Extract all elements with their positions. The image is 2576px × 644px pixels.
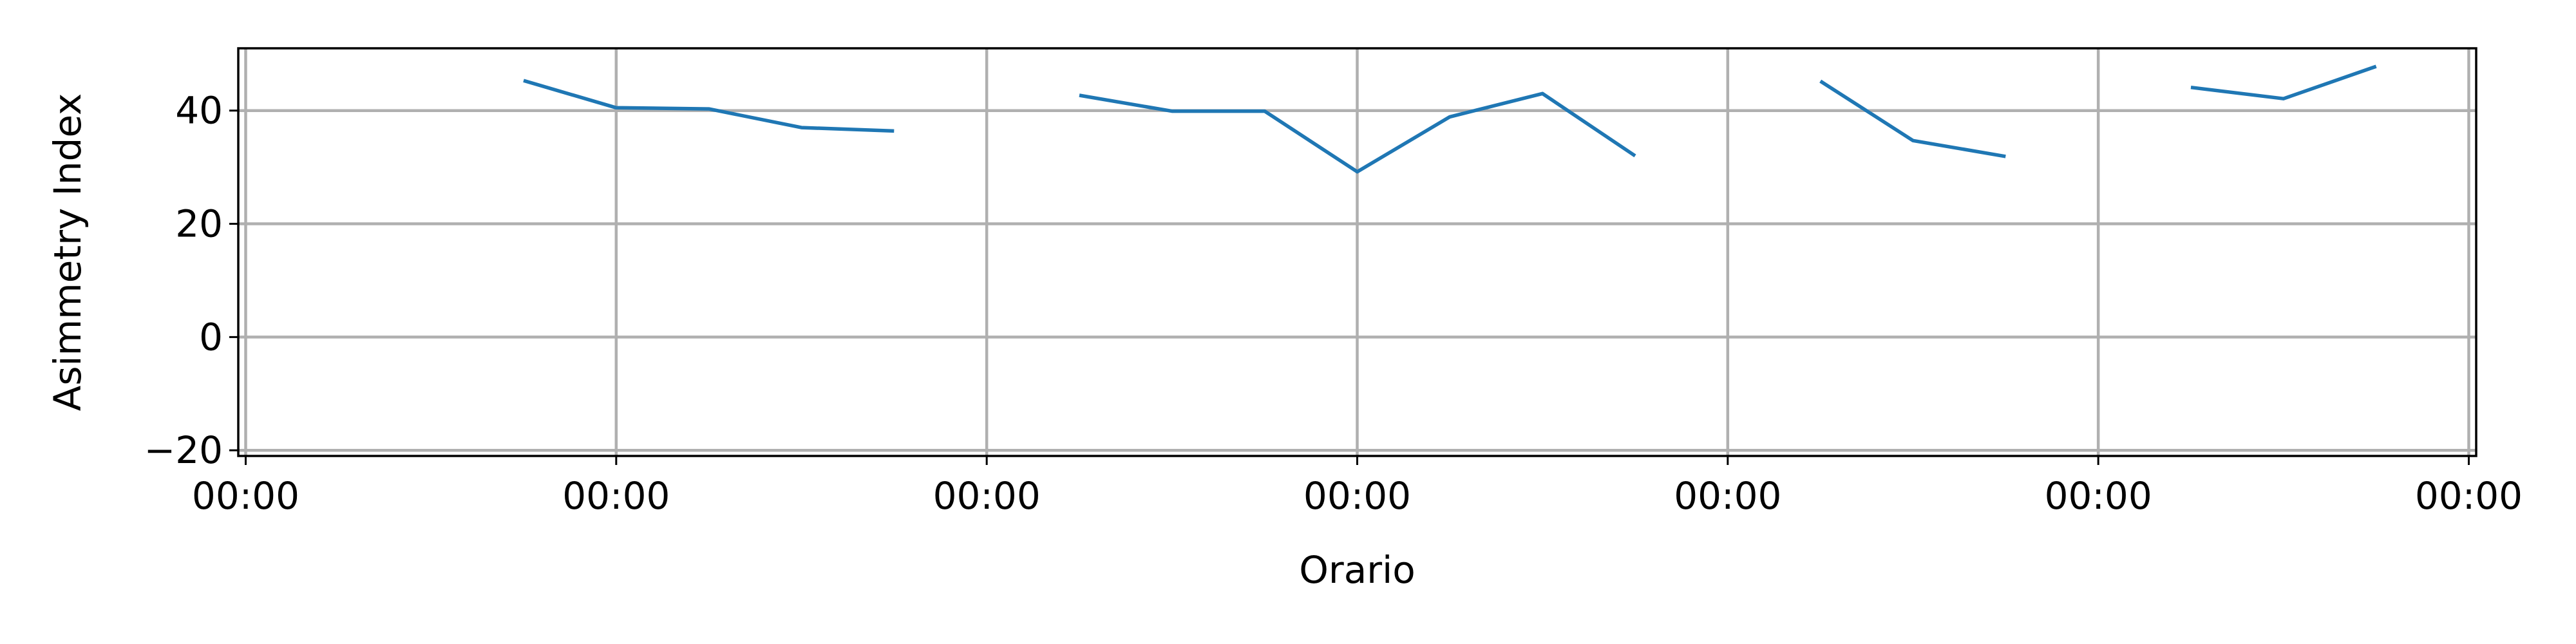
x-tick-label: 00:00 <box>1303 474 1411 518</box>
series-layer <box>523 64 2377 174</box>
y-tick-label: 20 <box>175 202 223 246</box>
series-line-segment <box>1079 91 1636 174</box>
ticks: 00:00 00:00 00:00 00:00 00:00 00:00 00:00−2002… <box>144 89 2523 518</box>
x-tick-label: 00:00 <box>933 474 1041 518</box>
x-tick-label: 00:00 <box>2045 474 2152 518</box>
y-axis-label: Asimmetry Index <box>46 93 90 412</box>
y-tick-label: −20 <box>144 428 223 472</box>
x-tick-label: 00:00 <box>192 474 299 518</box>
grid <box>238 48 2476 456</box>
x-axis-label: Orario <box>1299 548 1416 592</box>
series-line-segment <box>1819 79 2006 158</box>
x-tick-label: 00:00 <box>1674 474 1781 518</box>
x-tick-label: 00:00 <box>562 474 670 518</box>
series-line-segment <box>523 79 895 133</box>
y-tick-label: 40 <box>175 89 223 133</box>
y-tick-label: 0 <box>199 315 223 359</box>
series-line-segment <box>2190 64 2377 100</box>
x-tick-label: 00:00 <box>2415 474 2523 518</box>
